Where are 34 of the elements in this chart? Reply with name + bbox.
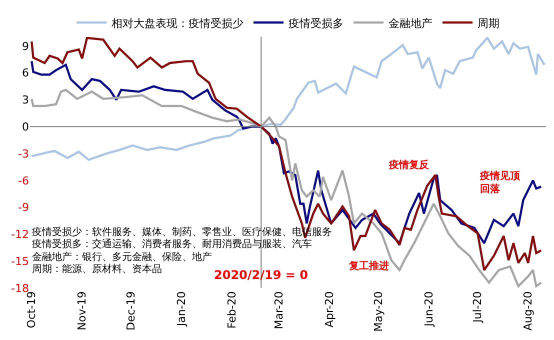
x-tick-label: Jul-20 xyxy=(471,291,484,324)
x-tick-label: Dec-19 xyxy=(124,291,138,330)
y-tick-label: 6 xyxy=(22,66,29,80)
annotation: 疫情受损多：交通运输、消费者服务、耐用消费品与服装、汽车 xyxy=(32,238,312,250)
y-tick-label: 3 xyxy=(22,94,29,107)
x-tick-label: Apr-20 xyxy=(323,291,336,328)
legend-label: 相对大盘表现：疫情受损少 xyxy=(112,16,244,30)
y-tick-label: 9 xyxy=(22,40,29,53)
x-tick-label: Jan-20 xyxy=(174,291,188,328)
y-tick-label: 0 xyxy=(22,120,29,134)
ref-line-label: 2020/2/19 = 0 xyxy=(214,268,308,282)
line-series xyxy=(30,37,542,272)
annotation: 金融地产：银行、多元金融、保险、地产 xyxy=(32,251,212,263)
x-tick-label: May-20 xyxy=(372,291,385,332)
x-tick-label: Feb-20 xyxy=(225,291,238,329)
y-tick-label: -6 xyxy=(18,174,29,188)
y-tick-label: -15 xyxy=(11,254,29,268)
y-tick-label: -9 xyxy=(18,201,29,214)
annotation: 疫情见顶回落 xyxy=(479,170,521,195)
x-tick-label: Oct-19 xyxy=(25,291,38,328)
x-tick-label: Jun-20 xyxy=(422,291,436,328)
x-tick-label: Aug-20 xyxy=(522,291,535,331)
legend-label: 金融地产 xyxy=(388,16,432,30)
annotation: 周期：能源、原材料、资本品 xyxy=(32,263,162,275)
legend-label: 周期 xyxy=(478,16,500,30)
y-tick-label: -12 xyxy=(11,228,29,242)
line-series xyxy=(30,88,542,288)
annotation: 复工推进 xyxy=(348,260,389,272)
y-tick-label: -3 xyxy=(18,147,29,160)
line-series xyxy=(30,37,546,161)
annotation: 疫情复反 xyxy=(388,159,430,171)
x-tick-label: Nov-19 xyxy=(76,291,89,330)
x-tick-label: Mar-20 xyxy=(272,291,286,330)
legend-label: 疫情受损多 xyxy=(288,16,344,30)
